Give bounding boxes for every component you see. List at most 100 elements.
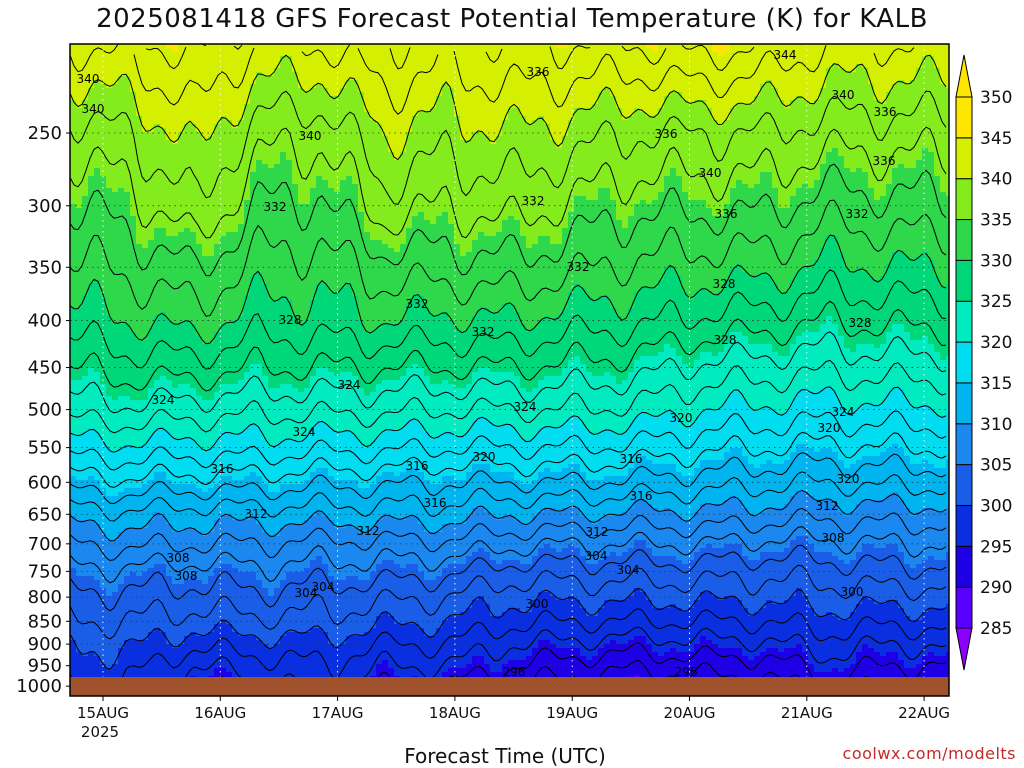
contour-label: 328 (713, 277, 736, 291)
contour-label: 320 (670, 411, 693, 425)
contour-label: 312 (357, 524, 380, 538)
contour-label: 304 (617, 563, 640, 577)
contour-label: 328 (279, 313, 302, 327)
y-tick-label: 250 (28, 123, 62, 144)
colorbar-box (956, 301, 972, 342)
contour-label: 316 (211, 462, 234, 476)
y-tick-label: 400 (28, 311, 62, 332)
contour-label: 340 (77, 72, 100, 86)
contour-label: 344 (774, 48, 797, 62)
contour-label: 320 (837, 472, 860, 486)
contour-label: 336 (874, 105, 897, 119)
colorbar-label: 290 (980, 578, 1012, 598)
contour-label: 308 (175, 569, 198, 583)
contour-label: 316 (424, 496, 447, 510)
y-tick-label: 850 (28, 611, 62, 632)
contour-label: 336 (655, 127, 678, 141)
contour-label: 324 (293, 425, 316, 439)
colorbar-label: 320 (980, 333, 1012, 353)
contour-label: 308 (167, 551, 190, 565)
ground-surface (70, 677, 949, 696)
x-tick-label: 19AUG (546, 704, 598, 722)
colorbar-box (956, 383, 972, 424)
y-tick-label: 800 (28, 587, 62, 608)
contour-label: 340 (699, 166, 722, 180)
colorbar-box (956, 179, 972, 220)
colorbar-label: 300 (980, 496, 1012, 516)
x-tick-label: 20AUG (664, 704, 716, 722)
colorbar-label: 345 (980, 129, 1012, 149)
y-tick-label: 650 (28, 504, 62, 525)
contour-label: 300 (841, 585, 864, 599)
colorbar-arrow-top (956, 55, 972, 97)
colorbar-label: 335 (980, 211, 1012, 231)
x-tick-label: 22AUG (898, 704, 950, 722)
colorbar-box (956, 465, 972, 506)
contour-label: 328 (714, 333, 737, 347)
colorbar-label: 315 (980, 374, 1012, 394)
y-tick-label: 550 (28, 438, 62, 459)
colorbar-box (956, 138, 972, 179)
contour-label: 332 (522, 194, 545, 208)
contour-label: 296 (503, 665, 526, 679)
y-tick-label: 950 (28, 656, 62, 677)
contour-label: 308 (822, 531, 845, 545)
contour-label: 336 (715, 207, 738, 221)
contour-label: 324 (832, 405, 855, 419)
contour-label: 324 (152, 393, 175, 407)
contour-label: 300 (526, 597, 549, 611)
x-tick-label: 15AUG (77, 704, 129, 722)
y-tick-label: 600 (28, 472, 62, 493)
colorbar-label: 330 (980, 251, 1012, 271)
colorbar-label: 310 (980, 415, 1012, 435)
contour-label: 340 (82, 102, 105, 116)
colorbar-box (956, 220, 972, 261)
contour-label: 324 (514, 400, 537, 414)
colorbar-label: 340 (980, 170, 1012, 190)
contour-label: 332 (406, 297, 429, 311)
y-tick-label: 500 (28, 400, 62, 421)
colorbar-box (956, 342, 972, 383)
x-tick-label: 21AUG (781, 704, 833, 722)
contour-label: 336 (527, 65, 550, 79)
colorbar-label: 295 (980, 537, 1012, 557)
y-tick-label: 900 (28, 634, 62, 655)
colorbar-arrow-bottom (956, 628, 972, 670)
contour-label: 320 (818, 421, 841, 435)
contour-label: 332 (472, 325, 495, 339)
colorbar-box (956, 587, 972, 628)
contour-label: 320 (473, 450, 496, 464)
y-tick-label: 750 (28, 561, 62, 582)
y-tick-label: 300 (28, 196, 62, 217)
colorbar-box (956, 424, 972, 465)
colorbar-box (956, 97, 972, 138)
credit-link[interactable]: coolwx.com/modelts (843, 744, 1016, 763)
contour-label: 332 (846, 207, 869, 221)
colorbar-box (956, 546, 972, 587)
contour-label: 332 (567, 260, 590, 274)
contour-label: 296 (675, 665, 698, 679)
contour-label: 328 (849, 316, 872, 330)
contour-label: 312 (586, 525, 609, 539)
contour-label: 336 (873, 154, 896, 168)
contour-label: 312 (816, 499, 839, 513)
contour-label: 340 (299, 129, 322, 143)
colorbar-label: 285 (980, 619, 1012, 639)
contour-label: 312 (245, 507, 268, 521)
y-tick-label: 700 (28, 534, 62, 555)
contour-label: 304 (585, 549, 608, 563)
y-tick-label: 1000 (16, 676, 62, 697)
contour-label: 340 (832, 88, 855, 102)
contour-label: 316 (630, 489, 653, 503)
contour-label: 324 (338, 378, 361, 392)
contour-label: 316 (620, 452, 643, 466)
colorbar-box (956, 260, 972, 301)
x-tick-label: 16AUG (194, 704, 246, 722)
y-tick-label: 450 (28, 358, 62, 379)
y-tick-label: 350 (28, 257, 62, 278)
colorbar-label: 350 (980, 88, 1012, 108)
contour-label: 332 (264, 200, 287, 214)
x-year-label: 2025 (81, 723, 119, 741)
contour-label: 316 (406, 459, 429, 473)
